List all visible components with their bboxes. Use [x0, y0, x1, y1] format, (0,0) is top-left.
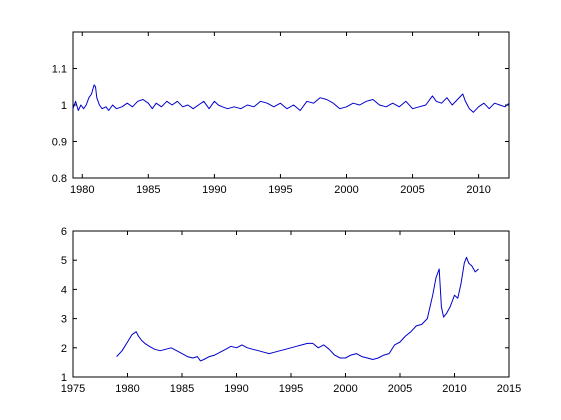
x-tick-label: 2010 [466, 184, 490, 196]
y-tick-label: 0.9 [52, 137, 67, 149]
x-tick-label: 1985 [136, 184, 160, 196]
y-tick-label: 2 [61, 343, 67, 355]
y-tick-label: 5 [61, 255, 67, 267]
y-tick-label: 3 [61, 314, 67, 326]
x-tick-label: 2005 [400, 184, 424, 196]
x-tick-label: 1985 [170, 383, 194, 395]
x-tick-label: 2010 [442, 383, 466, 395]
y-tick-label: 0.8 [52, 173, 67, 185]
x-tick-label: 1995 [268, 184, 292, 196]
chart-bottom: 1975 1980 1985 1990 1995 2000 2005 2010 2015 1 2 3 4… [61, 226, 521, 395]
x-tick-label: 1980 [115, 383, 139, 395]
x-tick-label: 1995 [279, 383, 303, 395]
y-tick-label: 6 [61, 226, 67, 238]
plot-area-frame [72, 31, 510, 179]
y-tick-label: 1 [61, 100, 67, 112]
x-tick-label: 1990 [202, 184, 226, 196]
x-tick-label: 2000 [333, 383, 357, 395]
x-tick-label: 2000 [334, 184, 358, 196]
chart-top: 1980 1985 1990 1995 2000 2005 2010 0.8 0.9 1 1.1 [52, 31, 510, 196]
y-tick-label: 1.1 [52, 64, 67, 76]
x-tick-label: 1980 [70, 184, 94, 196]
y-tick-label: 4 [61, 284, 67, 296]
plot-area-frame [72, 230, 510, 378]
series-line [116, 256, 479, 362]
x-tick-label: 2015 [497, 383, 521, 395]
x-tick-label: 2005 [388, 383, 412, 395]
x-tick-label: 1975 [61, 383, 85, 395]
x-tick-label: 1990 [224, 383, 248, 395]
series-line [72, 84, 510, 113]
y-tick-label: 1 [61, 372, 67, 384]
